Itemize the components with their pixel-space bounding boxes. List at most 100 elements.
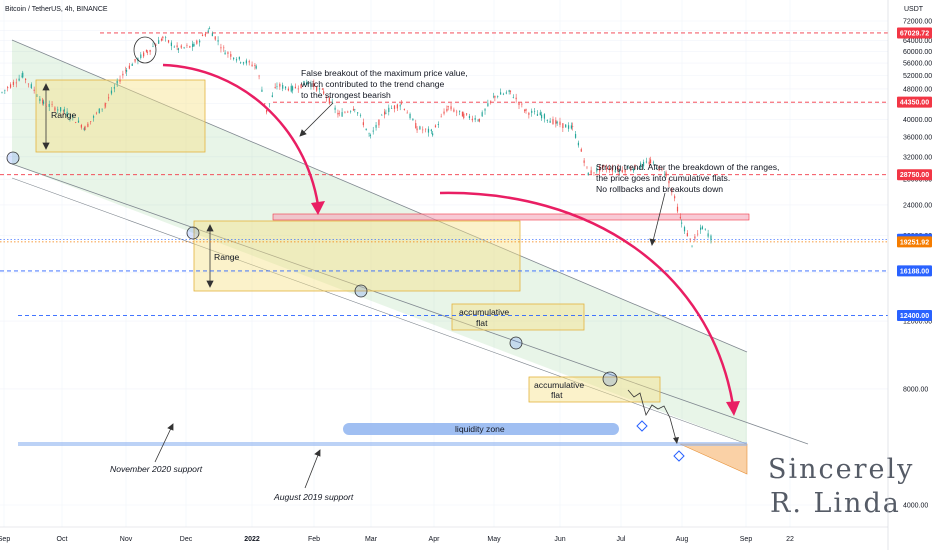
candle-body — [149, 49, 151, 52]
candle-body — [572, 126, 574, 127]
candle-body — [162, 36, 164, 39]
candle-body — [233, 57, 235, 60]
y-tick-label: 64000.00 — [903, 38, 932, 45]
candle-body — [453, 109, 455, 112]
candle-body — [207, 30, 209, 33]
price-tag — [897, 265, 932, 277]
x-tick-label: Apr — [429, 536, 441, 543]
projected-path — [627, 389, 677, 441]
candle-body — [279, 83, 281, 87]
candle-body — [409, 113, 411, 119]
label-nov2020-support: November 2020 support — [110, 464, 203, 474]
candle-body — [300, 84, 302, 89]
candle-body — [555, 120, 557, 124]
candle-body — [434, 125, 437, 128]
circle-marker-5 — [602, 371, 618, 387]
candle-body — [415, 123, 417, 129]
candle-body — [637, 168, 639, 170]
candle-body — [101, 108, 103, 110]
candle-body — [83, 128, 85, 130]
candle-body — [468, 116, 471, 119]
signature-line-1: Sincerely — [768, 454, 914, 485]
candle-body — [400, 103, 403, 104]
y-tick-label: 72000.00 — [903, 19, 932, 26]
price-tag-label: 12400.00 — [900, 313, 929, 320]
bearish-arrow-1 — [162, 63, 320, 206]
y-tick-label: 48000.00 — [903, 86, 932, 93]
candle-body — [307, 82, 309, 84]
circle-marker-4 — [509, 336, 523, 350]
candle-body — [158, 40, 160, 44]
pointer-arrow-aug2019 — [304, 449, 321, 489]
candle-body — [593, 172, 595, 173]
candle-body — [173, 46, 175, 48]
candle-body — [167, 40, 170, 43]
candle-body — [583, 160, 585, 163]
candle-body — [230, 54, 232, 57]
bearish-arrowhead-2 — [726, 401, 740, 416]
candle-body — [477, 120, 479, 122]
candle-body — [145, 49, 148, 52]
diamond-markers — [636, 420, 685, 462]
candle-body — [62, 110, 65, 112]
candle-body — [497, 96, 499, 97]
candle-body — [110, 90, 113, 94]
candle-body — [543, 114, 546, 119]
candle-body — [570, 125, 573, 129]
candle-body — [478, 118, 480, 122]
candle-body — [406, 112, 408, 114]
candle-body — [338, 113, 340, 114]
candle-body — [27, 83, 30, 85]
candle-body — [196, 40, 198, 44]
candle-body — [255, 66, 257, 69]
label-flat-2-b: flat — [551, 390, 563, 400]
candle-body — [375, 124, 377, 128]
candle-body — [512, 97, 514, 98]
candle-body — [128, 65, 130, 69]
candle-body — [536, 114, 539, 116]
candle-body — [66, 111, 68, 116]
candle-body — [119, 79, 121, 82]
candle-body — [284, 86, 287, 89]
candle-body — [290, 85, 292, 92]
candle-body — [661, 168, 663, 170]
candle-body — [704, 228, 706, 230]
candle-body — [189, 46, 191, 48]
candle-body — [48, 104, 50, 107]
circle-marker-3 — [354, 284, 368, 298]
candle-body — [694, 236, 696, 239]
candle-body — [125, 69, 128, 72]
candle-body — [484, 109, 486, 111]
candle-body — [471, 118, 473, 121]
bearish-arrowhead-1 — [311, 201, 325, 215]
candle-body — [4, 89, 6, 91]
candle-body — [552, 119, 554, 125]
candle-body — [580, 149, 582, 152]
annotation-breakout-3: to the strongest bearish — [301, 90, 391, 100]
annotations: False breakout of the maximum price valu… — [51, 68, 779, 502]
candle-body — [634, 164, 636, 169]
candle-body — [443, 111, 445, 114]
x-tick-label: Dec — [180, 536, 193, 543]
time-axis: Sep Oct Nov Dec 2022 Feb Mar Apr May Jun Jul Aug Sep… — [0, 536, 794, 543]
candle-body — [323, 91, 325, 94]
candle-body — [399, 105, 401, 107]
candle-body — [63, 109, 65, 112]
candle-body — [606, 168, 608, 170]
candle-body — [357, 112, 359, 114]
annotation-trend-3: No rollbacks and breakouts down — [596, 184, 723, 194]
candle-body — [372, 130, 374, 132]
support-12400-band — [18, 442, 747, 446]
candle-body — [621, 169, 623, 173]
candle-body — [155, 44, 157, 46]
price-tag — [897, 310, 932, 322]
candle-body — [57, 109, 59, 111]
candle-body — [294, 86, 296, 89]
candle-body — [384, 111, 386, 115]
candle-body — [242, 62, 245, 64]
candle-body — [492, 96, 495, 98]
price-tag — [897, 27, 932, 39]
label-range-1: Range — [51, 110, 77, 120]
candle-body — [170, 42, 172, 47]
